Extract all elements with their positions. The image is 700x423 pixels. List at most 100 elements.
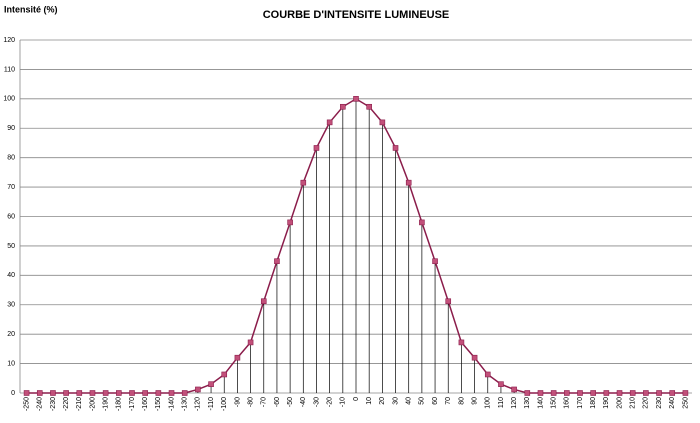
point-marker [366, 103, 372, 110]
point-marker [287, 219, 293, 226]
point-marker [564, 390, 570, 396]
x-tick-label: -20 [326, 397, 333, 407]
x-tick-label: 250 [682, 397, 689, 409]
point-marker [590, 390, 596, 396]
point-marker [484, 371, 491, 378]
x-tick-label: 150 [550, 397, 557, 409]
x-tick-label: 240 [669, 397, 676, 409]
point-marker [458, 339, 465, 346]
x-tick-label: -40 [300, 397, 307, 407]
point-marker [142, 390, 148, 396]
point-marker [405, 179, 412, 186]
point-marker [379, 119, 386, 126]
y-tick-label: 30 [7, 302, 15, 309]
point-marker [682, 390, 689, 396]
x-tick-label: -110 [208, 397, 215, 411]
x-tick-label: -210 [76, 397, 83, 411]
x-tick-label: 30 [392, 397, 399, 405]
x-tick-label: -190 [102, 397, 109, 411]
x-tick-label: 40 [406, 397, 413, 405]
x-tick-label: 70 [445, 397, 452, 405]
chart-title: COURBE D'INTENSITE LUMINEUSE [263, 9, 450, 21]
x-tick-label: -180 [116, 397, 123, 411]
point-marker [656, 390, 662, 396]
x-tick-label: 140 [537, 397, 544, 409]
x-tick-label: 120 [511, 397, 518, 409]
point-marker [340, 103, 346, 110]
point-marker [445, 298, 452, 305]
point-marker [616, 390, 623, 396]
y-tick-label: 60 [7, 213, 15, 220]
point-marker [36, 390, 43, 396]
point-marker [89, 390, 96, 396]
x-tick-label: -250 [23, 397, 30, 411]
x-tick-label: 170 [577, 397, 584, 409]
point-marker [537, 390, 544, 396]
y-tick-label: 70 [7, 184, 15, 191]
point-marker [326, 119, 333, 126]
point-marker [471, 354, 478, 361]
point-marker [313, 145, 320, 151]
x-tick-label: -150 [155, 397, 162, 411]
point-marker [629, 390, 636, 396]
point-marker [498, 381, 504, 387]
y-tick-label: 20 [7, 331, 15, 338]
point-marker [603, 390, 610, 396]
x-tick-label: 110 [498, 397, 505, 408]
point-marker [234, 354, 241, 361]
point-marker [50, 390, 56, 396]
x-tick-label: -10 [340, 397, 347, 407]
x-tick-label: 60 [432, 397, 439, 405]
point-marker [669, 390, 676, 396]
x-tick-label: 50 [419, 397, 426, 405]
y-tick-label: 110 [4, 66, 15, 73]
x-tick-label: 220 [643, 397, 650, 409]
y-axis-label: Intensité (%) [4, 4, 58, 14]
x-tick-label: -130 [182, 397, 189, 411]
x-tick-label: 20 [379, 397, 386, 405]
x-tick-label: 10 [366, 397, 373, 405]
x-tick-label: -120 [195, 397, 202, 411]
point-marker [432, 258, 438, 265]
point-marker [63, 390, 69, 396]
y-tick-label: 40 [7, 272, 15, 279]
point-marker [550, 390, 557, 396]
x-tick-label: -230 [50, 397, 57, 411]
y-tick-label: 10 [7, 360, 15, 367]
point-marker [221, 371, 228, 378]
point-marker [208, 381, 214, 387]
y-tick-label: 120 [3, 37, 15, 44]
y-tick-label: 0 [11, 390, 15, 397]
y-tick-label: 90 [7, 125, 15, 132]
x-tick-label: -70 [261, 397, 268, 407]
point-marker [392, 145, 399, 151]
x-tick-label: -170 [129, 397, 136, 411]
point-marker [168, 390, 175, 396]
y-tick-label: 100 [3, 96, 15, 103]
y-tick-label: 80 [7, 155, 15, 162]
x-tick-label: -30 [313, 397, 320, 407]
x-tick-label: 230 [656, 397, 663, 409]
point-marker [353, 96, 359, 102]
point-marker [511, 386, 517, 393]
point-marker [181, 390, 188, 396]
x-tick-label: -140 [168, 397, 175, 411]
x-tick-label: -100 [221, 397, 228, 411]
x-tick-label: -220 [63, 397, 70, 411]
x-tick-label: 80 [458, 397, 465, 405]
x-tick-label: 190 [603, 397, 610, 409]
point-marker [300, 179, 307, 186]
point-marker [155, 390, 162, 396]
x-tick-label: 160 [564, 397, 571, 409]
x-tick-label: 200 [616, 397, 623, 409]
x-tick-label: 210 [630, 397, 637, 409]
x-tick-label: -200 [89, 397, 96, 411]
x-tick-label: -50 [287, 397, 294, 407]
point-marker [129, 390, 135, 396]
point-marker [419, 219, 425, 226]
point-marker [195, 386, 201, 393]
x-tick-label: 130 [524, 397, 531, 409]
x-tick-label: 100 [485, 397, 492, 409]
point-marker [274, 258, 280, 265]
